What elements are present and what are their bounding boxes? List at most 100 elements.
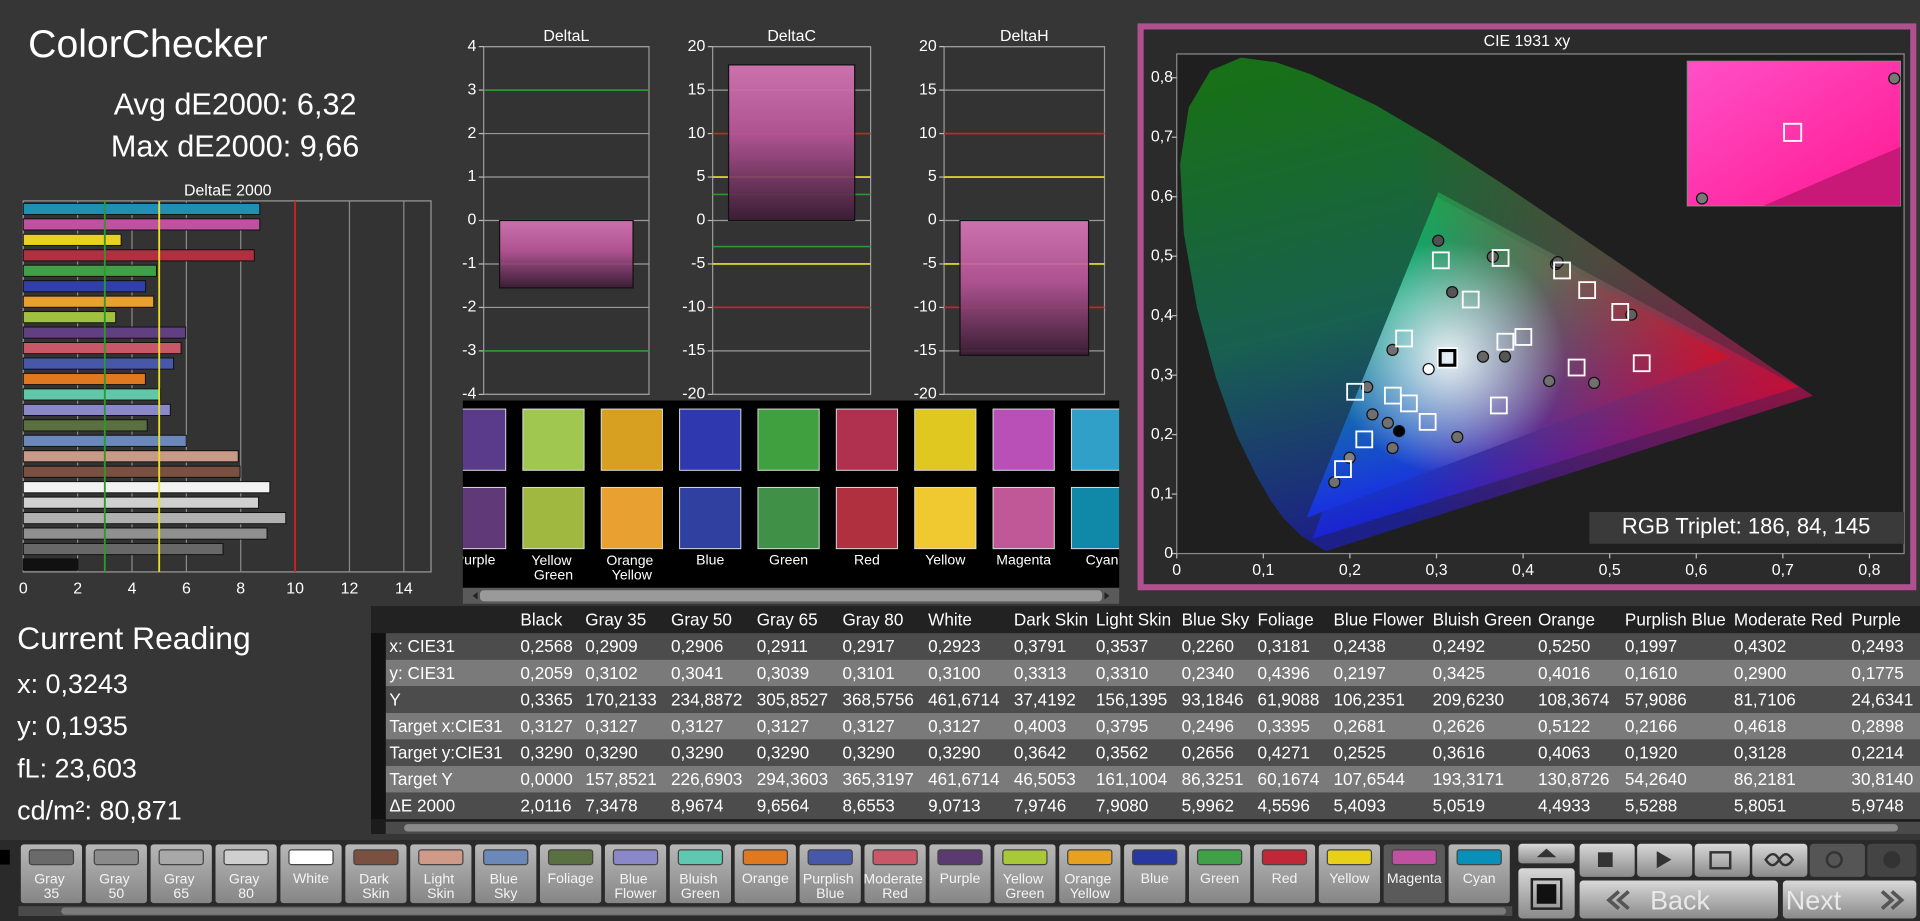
table-cell: 0,3310 [1096, 663, 1148, 683]
tab-chip[interactable] [937, 849, 983, 866]
table-cell: 0,2197 [1333, 663, 1385, 683]
table-cell: 0,2496 [1182, 716, 1234, 736]
patch-tab[interactable]: Bluish Green [668, 843, 733, 905]
target-point [1395, 329, 1413, 348]
tab-label[interactable]: Orange Yellow [1064, 870, 1115, 901]
tab-label[interactable]: Purplish Blue [803, 870, 858, 901]
x-tick-label: 2 [73, 580, 82, 597]
next-label[interactable]: Next [1786, 886, 1842, 916]
tab-label[interactable]: Bluish Green [679, 870, 721, 901]
tab-chip[interactable] [1326, 849, 1373, 866]
tab-label[interactable]: Red [1272, 870, 1298, 886]
tab-label[interactable]: Gray 35 [34, 870, 68, 901]
bar [22, 419, 148, 432]
patch-tab[interactable]: Yellow [1317, 843, 1382, 905]
tab-label[interactable]: Gray 50 [99, 870, 133, 901]
swatch [600, 408, 663, 471]
patch-tab[interactable]: Orange Yellow [1057, 843, 1122, 905]
patch-tab[interactable]: Orange [733, 843, 798, 905]
back-label[interactable]: Back [1650, 886, 1710, 916]
patch-tab[interactable]: Blue Flower [603, 843, 668, 905]
tab-chip[interactable] [547, 849, 594, 866]
patch-tab[interactable]: Blue Sky [473, 843, 538, 905]
tab-chip[interactable] [353, 849, 399, 866]
tab-label[interactable]: Blue [1141, 870, 1169, 886]
tab-label[interactable]: Yellow [1329, 870, 1370, 886]
tab-chip[interactable] [158, 849, 204, 866]
y-tick-label: 15 [919, 81, 937, 98]
patch-tab[interactable]: Light Skin [408, 843, 473, 905]
tab-chip[interactable] [742, 849, 788, 866]
partial-tab[interactable] [0, 849, 10, 865]
patch-tab[interactable]: Blue [1122, 843, 1187, 905]
table-cell: 0,2656 [1182, 742, 1234, 762]
tab-label[interactable]: Gray 80 [229, 870, 263, 901]
patch-tab[interactable]: Magenta [1382, 843, 1447, 905]
tab-chip[interactable] [28, 849, 75, 866]
tab-label[interactable]: Dark Skin [359, 870, 393, 901]
back-button[interactable]: Back [1579, 880, 1778, 919]
table-cell: 0,3791 [1014, 636, 1066, 656]
y-tick-label: -5 [691, 255, 705, 272]
column-header: Bluish Green [1433, 609, 1532, 629]
table-cell: 0,2626 [1433, 716, 1485, 736]
table-cell: 0,0000 [520, 769, 572, 789]
tab-chip[interactable] [872, 849, 918, 866]
tab-scrollbar [18, 906, 1513, 917]
tab-label[interactable]: Purple [940, 870, 981, 886]
tab-chip[interactable] [1067, 849, 1113, 866]
tab-chip[interactable] [1261, 849, 1308, 866]
patch-tab[interactable]: Dark Skin [344, 843, 408, 905]
table-cell: 0,2911 [757, 636, 808, 656]
tab-label[interactable]: Magenta [1387, 870, 1442, 886]
control-buttons[interactable] [1579, 843, 1917, 877]
tab-chip[interactable] [807, 849, 853, 866]
tab-chip[interactable] [1132, 849, 1178, 866]
scroll-up-button[interactable] [1518, 843, 1575, 864]
tab-chip[interactable] [223, 849, 269, 866]
tab-chip[interactable] [612, 849, 659, 866]
patch-tab[interactable]: Gray 35 [19, 843, 84, 905]
tab-label[interactable]: Green [1200, 870, 1239, 886]
patch-tab[interactable]: Gray 65 [149, 843, 214, 905]
tab-chip[interactable] [1391, 849, 1437, 866]
tab-chip[interactable] [1002, 849, 1048, 866]
tab-label[interactable]: Yellow Green [1003, 870, 1047, 901]
patch-tab[interactable]: Cyan [1447, 843, 1512, 905]
patch-tab[interactable]: Foliage [538, 843, 603, 905]
tab-label[interactable]: Orange [742, 870, 789, 886]
x-tick-label: 0 [1172, 562, 1181, 579]
y-tick-label: -1 [462, 255, 476, 272]
y-tick-label: 0,7 [1151, 128, 1173, 145]
tab-chip[interactable] [288, 849, 334, 866]
tab-chip[interactable] [483, 849, 529, 866]
tab-chip[interactable] [1456, 849, 1502, 866]
patch-tab[interactable]: White [279, 843, 343, 905]
tab-label[interactable]: White [293, 870, 329, 886]
next-button[interactable]: Next [1782, 880, 1917, 919]
tab-chip[interactable] [418, 849, 464, 866]
tab-label[interactable]: Light Skin [424, 870, 458, 901]
stop-button[interactable] [1518, 868, 1575, 919]
tab-label[interactable]: Cyan [1463, 870, 1496, 886]
target-point-outline [1436, 347, 1459, 369]
tab-chip[interactable] [1196, 849, 1243, 866]
patch-tab[interactable]: Yellow Green [993, 843, 1057, 905]
patch-tab[interactable]: Gray 50 [84, 843, 149, 905]
tab-label[interactable]: Gray 65 [164, 870, 198, 901]
patch-tab[interactable]: Moderate Red [863, 843, 927, 905]
tab-label[interactable]: Foliage [548, 870, 594, 886]
swatch-scrollbar [462, 587, 1120, 604]
patch-tab[interactable]: Green [1187, 843, 1252, 905]
tab-label[interactable]: Blue Flower [614, 870, 657, 901]
x-tick-label: 0,4 [1512, 562, 1534, 579]
tab-label[interactable]: Moderate Red [863, 870, 926, 901]
patch-tab[interactable]: Purplish Blue [798, 843, 863, 905]
tab-chip[interactable] [677, 849, 724, 866]
patch-tab[interactable]: Red [1252, 843, 1317, 905]
tab-chip[interactable] [93, 849, 139, 866]
patch-tab[interactable]: Gray 80 [214, 843, 278, 905]
patch-tab[interactable]: Purple [928, 843, 992, 905]
tab-label[interactable]: Blue Sky [490, 870, 522, 901]
table-cell: 0,5122 [1538, 716, 1590, 736]
